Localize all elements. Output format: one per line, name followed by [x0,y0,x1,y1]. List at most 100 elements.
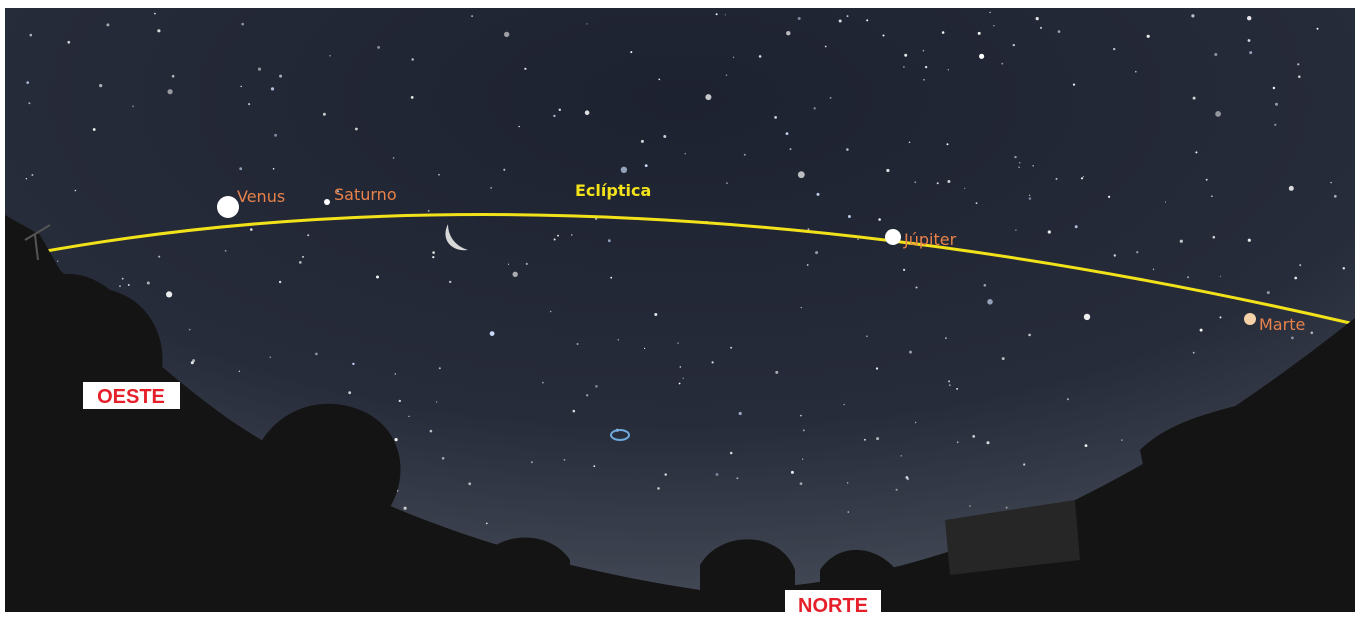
star [273,168,275,170]
star [323,113,326,116]
star [803,429,805,431]
star [914,181,916,183]
star [299,261,302,264]
star [798,171,805,178]
star [726,182,728,184]
star [1334,195,1337,198]
star [903,66,904,67]
star [248,103,250,105]
star [1294,277,1297,280]
star [57,261,58,262]
star [1206,179,1208,181]
star [1330,182,1331,183]
star [595,385,598,388]
star [577,343,579,345]
planet-label: Marte [1259,315,1305,334]
star [979,54,984,59]
star [847,482,848,483]
star [1220,316,1222,318]
star [1113,48,1115,50]
star [147,282,150,285]
star [976,202,978,204]
star [866,19,868,21]
star [172,75,175,78]
star [432,251,435,254]
star [1023,463,1025,465]
star [1193,352,1195,354]
star [399,400,401,402]
star [1085,444,1088,447]
star [969,505,970,506]
star [279,281,281,283]
star [503,169,505,171]
saturn-disc [324,199,330,205]
star [559,109,561,111]
star [725,14,726,15]
star [239,371,240,372]
star [1002,357,1005,360]
star [1019,162,1020,163]
star [1114,254,1116,256]
planet-label: Júpiter [903,230,957,249]
star [978,32,981,35]
star [847,15,849,17]
star [830,97,832,99]
star [1015,230,1016,231]
star [886,169,889,172]
star [1048,230,1051,233]
star [128,284,130,286]
star [923,50,925,52]
star [524,68,526,70]
star [730,347,732,349]
star [848,511,850,513]
star [518,126,519,127]
star [192,359,195,362]
star [948,69,949,70]
star [677,342,678,343]
star [239,167,242,170]
star [468,482,471,485]
star [154,13,156,15]
star [1299,264,1301,266]
star [907,478,909,480]
star [1195,151,1197,153]
star [1275,103,1278,106]
star [736,477,738,479]
star [1108,196,1110,198]
star [157,29,160,32]
star [1081,177,1083,179]
star [846,148,849,151]
star [1248,239,1251,242]
star [1200,329,1203,332]
star [949,384,951,386]
star [683,378,684,379]
star [436,401,437,402]
star [1187,276,1189,278]
star [430,430,433,433]
star [1135,71,1137,73]
star [93,128,96,131]
star [1214,53,1217,56]
star [1153,269,1154,270]
star [621,167,627,173]
sky-view: Venus Saturno Eclíptica Júpiter Marte OE… [0,0,1361,618]
star [258,68,261,71]
star [685,153,686,154]
star [490,187,491,188]
star [411,96,414,99]
star [166,291,172,297]
star [395,438,398,441]
star [663,135,666,138]
star [270,357,272,359]
star [839,20,842,23]
star [658,79,660,81]
star [774,116,777,119]
star [119,285,121,287]
star [189,329,191,331]
star [355,128,358,131]
planet-label: Venus [237,187,285,206]
star [31,174,33,176]
star [1075,225,1078,228]
star [67,41,70,44]
star [307,234,309,236]
